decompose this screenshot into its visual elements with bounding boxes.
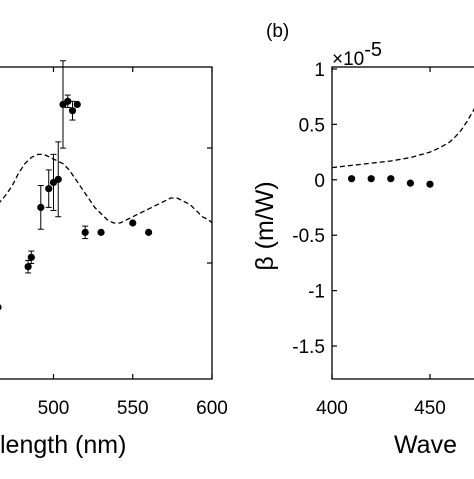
panel-a-data-point (54, 175, 62, 183)
panel-b-data-points (348, 175, 434, 188)
panel-a-data-point (144, 228, 153, 236)
panel-b-y-tick-label: 1 (314, 60, 325, 81)
panel-b-y-tick-label: -1 (308, 282, 325, 303)
panel-a-data-point (129, 219, 137, 227)
panel-b-y-tick-label: 0 (314, 171, 325, 192)
panel-a-x-axis-label: length (nm) (0, 431, 126, 459)
panel-b-data-point (367, 175, 375, 183)
panel-a-data-point (73, 100, 81, 109)
panel-b-y-multiplier: ×10-5 (332, 39, 382, 70)
panel-b-y-tick-label: 0.5 (299, 115, 325, 136)
panel-b-ticks (331, 67, 431, 379)
panel-a-data-point (27, 253, 35, 261)
panel-b-data-point (348, 175, 356, 183)
panel-a-data-point (45, 185, 53, 193)
panel-b-data-point (387, 175, 395, 183)
panel-b-data-point (426, 180, 434, 188)
panel-b-y-tick-label: -0.5 (292, 226, 325, 247)
panel-b-y-axis-label: β (m/W) (251, 181, 279, 270)
panel-a-tick-labels: 500 550 600 (38, 398, 228, 419)
panel-b-x-tick-label: 400 (316, 398, 348, 419)
panel-b-x-axis-label: Wave (394, 431, 457, 459)
panel-a: 500 550 600 length (nm) (0, 60, 228, 459)
panel-a-x-tick-label: 600 (196, 398, 228, 419)
panel-a-ticks (52, 67, 213, 379)
panel-a-data-point (97, 228, 105, 236)
panel-a-model-curve (0, 153, 213, 224)
panel-b-x-tick-label: 450 (414, 398, 446, 419)
panel-b-y-tick-label: -1.5 (292, 337, 325, 358)
panel-b-label: (b) (266, 21, 289, 42)
panel-a-data-point (0, 304, 2, 311)
panel-a-data-point (81, 228, 89, 236)
panel-a-axes-frame (0, 66, 213, 380)
panel-a-data-point (37, 203, 45, 211)
panel-a-data-point (68, 107, 77, 115)
panel-a-x-tick-label: 500 (38, 398, 70, 419)
panel-b-axes-frame (331, 66, 474, 380)
panel-b-tick-labels: 1 0.5 0 -0.5 -1 -1.5 400 450 (292, 60, 446, 419)
panel-b-data-point (406, 179, 414, 187)
panel-a-data-point (24, 263, 32, 271)
panel-b-model-curve (331, 107, 474, 169)
panel-a-data-points (0, 60, 153, 311)
panel-a-x-tick-label: 550 (117, 398, 149, 419)
panel-a-data-point (64, 97, 72, 105)
